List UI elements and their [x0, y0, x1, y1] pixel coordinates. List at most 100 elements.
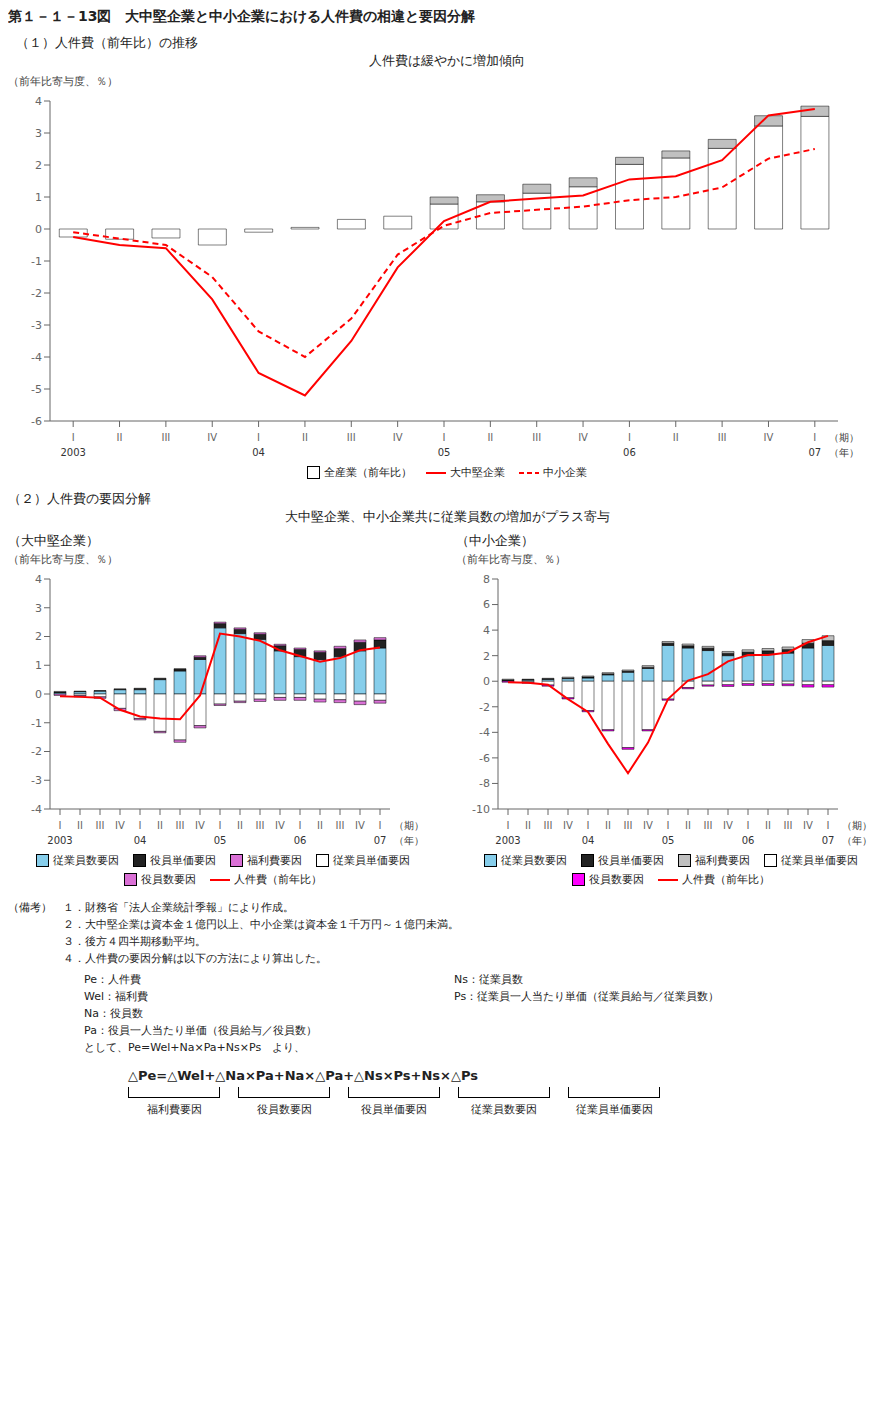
svg-text:3: 3	[35, 127, 42, 140]
svg-text:（期）: （期）	[829, 432, 859, 443]
svg-text:IV: IV	[563, 820, 573, 831]
svg-text:04: 04	[252, 447, 265, 458]
svg-text:I: I	[813, 432, 816, 443]
svg-text:III: III	[256, 820, 265, 831]
svg-text:IV: IV	[764, 432, 774, 443]
svg-text:05: 05	[438, 447, 451, 458]
svg-text:（期）: （期）	[842, 820, 872, 831]
svg-text:II: II	[673, 432, 679, 443]
svg-text:III: III	[704, 820, 713, 831]
svg-text:05: 05	[214, 835, 227, 846]
svg-text:IV: IV	[723, 820, 733, 831]
svg-text:I: I	[299, 820, 302, 831]
svg-text:3: 3	[35, 602, 42, 615]
svg-text:IV: IV	[355, 820, 365, 831]
svg-text:II: II	[317, 820, 323, 831]
svg-text:IV: IV	[275, 820, 285, 831]
svg-text:07: 07	[822, 835, 835, 846]
svg-text:-3: -3	[31, 774, 42, 787]
svg-text:（期）: （期）	[394, 820, 424, 831]
svg-text:-6: -6	[31, 415, 42, 428]
svg-text:I: I	[139, 820, 142, 831]
svg-text:I: I	[628, 432, 631, 443]
svg-text:-10: -10	[472, 803, 490, 816]
svg-text:（年）: （年）	[394, 835, 424, 846]
svg-text:I: I	[827, 820, 830, 831]
svg-text:-3: -3	[31, 319, 42, 332]
svg-text:-4: -4	[31, 351, 42, 364]
svg-text:2: 2	[483, 650, 490, 663]
svg-text:IV: IV	[195, 820, 205, 831]
svg-text:I: I	[667, 820, 670, 831]
svg-text:IV: IV	[578, 432, 588, 443]
svg-text:III: III	[347, 432, 356, 443]
svg-text:III: III	[176, 820, 185, 831]
svg-text:I: I	[507, 820, 510, 831]
svg-text:2003: 2003	[47, 835, 72, 846]
svg-text:8: 8	[483, 573, 490, 586]
svg-text:II: II	[77, 820, 83, 831]
svg-text:I: I	[443, 432, 446, 443]
svg-text:-8: -8	[479, 777, 490, 790]
svg-text:2: 2	[35, 159, 42, 172]
svg-text:06: 06	[742, 835, 755, 846]
svg-text:04: 04	[582, 835, 595, 846]
svg-text:07: 07	[374, 835, 387, 846]
svg-text:-1: -1	[31, 255, 42, 268]
svg-text:II: II	[487, 432, 493, 443]
svg-text:III: III	[161, 432, 170, 443]
svg-text:II: II	[117, 432, 123, 443]
svg-text:4: 4	[35, 573, 42, 586]
svg-text:-5: -5	[31, 383, 42, 396]
svg-text:I: I	[72, 432, 75, 443]
svg-text:III: III	[96, 820, 105, 831]
svg-text:IV: IV	[207, 432, 217, 443]
svg-text:I: I	[219, 820, 222, 831]
svg-text:0: 0	[483, 675, 490, 688]
svg-text:III: III	[718, 432, 727, 443]
svg-text:2: 2	[35, 630, 42, 643]
svg-text:III: III	[784, 820, 793, 831]
svg-text:4: 4	[483, 624, 490, 637]
svg-text:-2: -2	[31, 287, 42, 300]
svg-text:-6: -6	[479, 752, 490, 765]
svg-text:-2: -2	[31, 745, 42, 758]
svg-text:I: I	[257, 432, 260, 443]
svg-text:II: II	[765, 820, 771, 831]
svg-text:06: 06	[294, 835, 307, 846]
svg-text:0: 0	[35, 688, 42, 701]
svg-text:-4: -4	[479, 726, 490, 739]
svg-text:IV: IV	[393, 432, 403, 443]
svg-text:III: III	[336, 820, 345, 831]
svg-text:IV: IV	[643, 820, 653, 831]
svg-text:III: III	[624, 820, 633, 831]
svg-text:I: I	[379, 820, 382, 831]
svg-text:07: 07	[808, 447, 821, 458]
svg-text:（年）: （年）	[829, 447, 859, 458]
svg-text:06: 06	[623, 447, 636, 458]
svg-text:0: 0	[35, 223, 42, 236]
svg-text:III: III	[532, 432, 541, 443]
svg-text:2003: 2003	[495, 835, 520, 846]
svg-text:（年）: （年）	[842, 835, 872, 846]
svg-text:4: 4	[35, 95, 42, 108]
svg-text:6: 6	[483, 598, 490, 611]
svg-text:05: 05	[662, 835, 675, 846]
svg-text:II: II	[302, 432, 308, 443]
svg-text:II: II	[237, 820, 243, 831]
svg-text:-4: -4	[31, 803, 42, 816]
svg-text:-2: -2	[479, 701, 490, 714]
svg-text:1: 1	[35, 191, 42, 204]
svg-text:I: I	[59, 820, 62, 831]
svg-text:II: II	[525, 820, 531, 831]
svg-text:III: III	[544, 820, 553, 831]
svg-text:II: II	[685, 820, 691, 831]
svg-text:2003: 2003	[60, 447, 85, 458]
svg-text:II: II	[605, 820, 611, 831]
svg-text:04: 04	[134, 835, 147, 846]
svg-text:1: 1	[35, 659, 42, 672]
svg-text:IV: IV	[115, 820, 125, 831]
svg-text:-1: -1	[31, 717, 42, 730]
svg-text:I: I	[587, 820, 590, 831]
svg-text:I: I	[747, 820, 750, 831]
